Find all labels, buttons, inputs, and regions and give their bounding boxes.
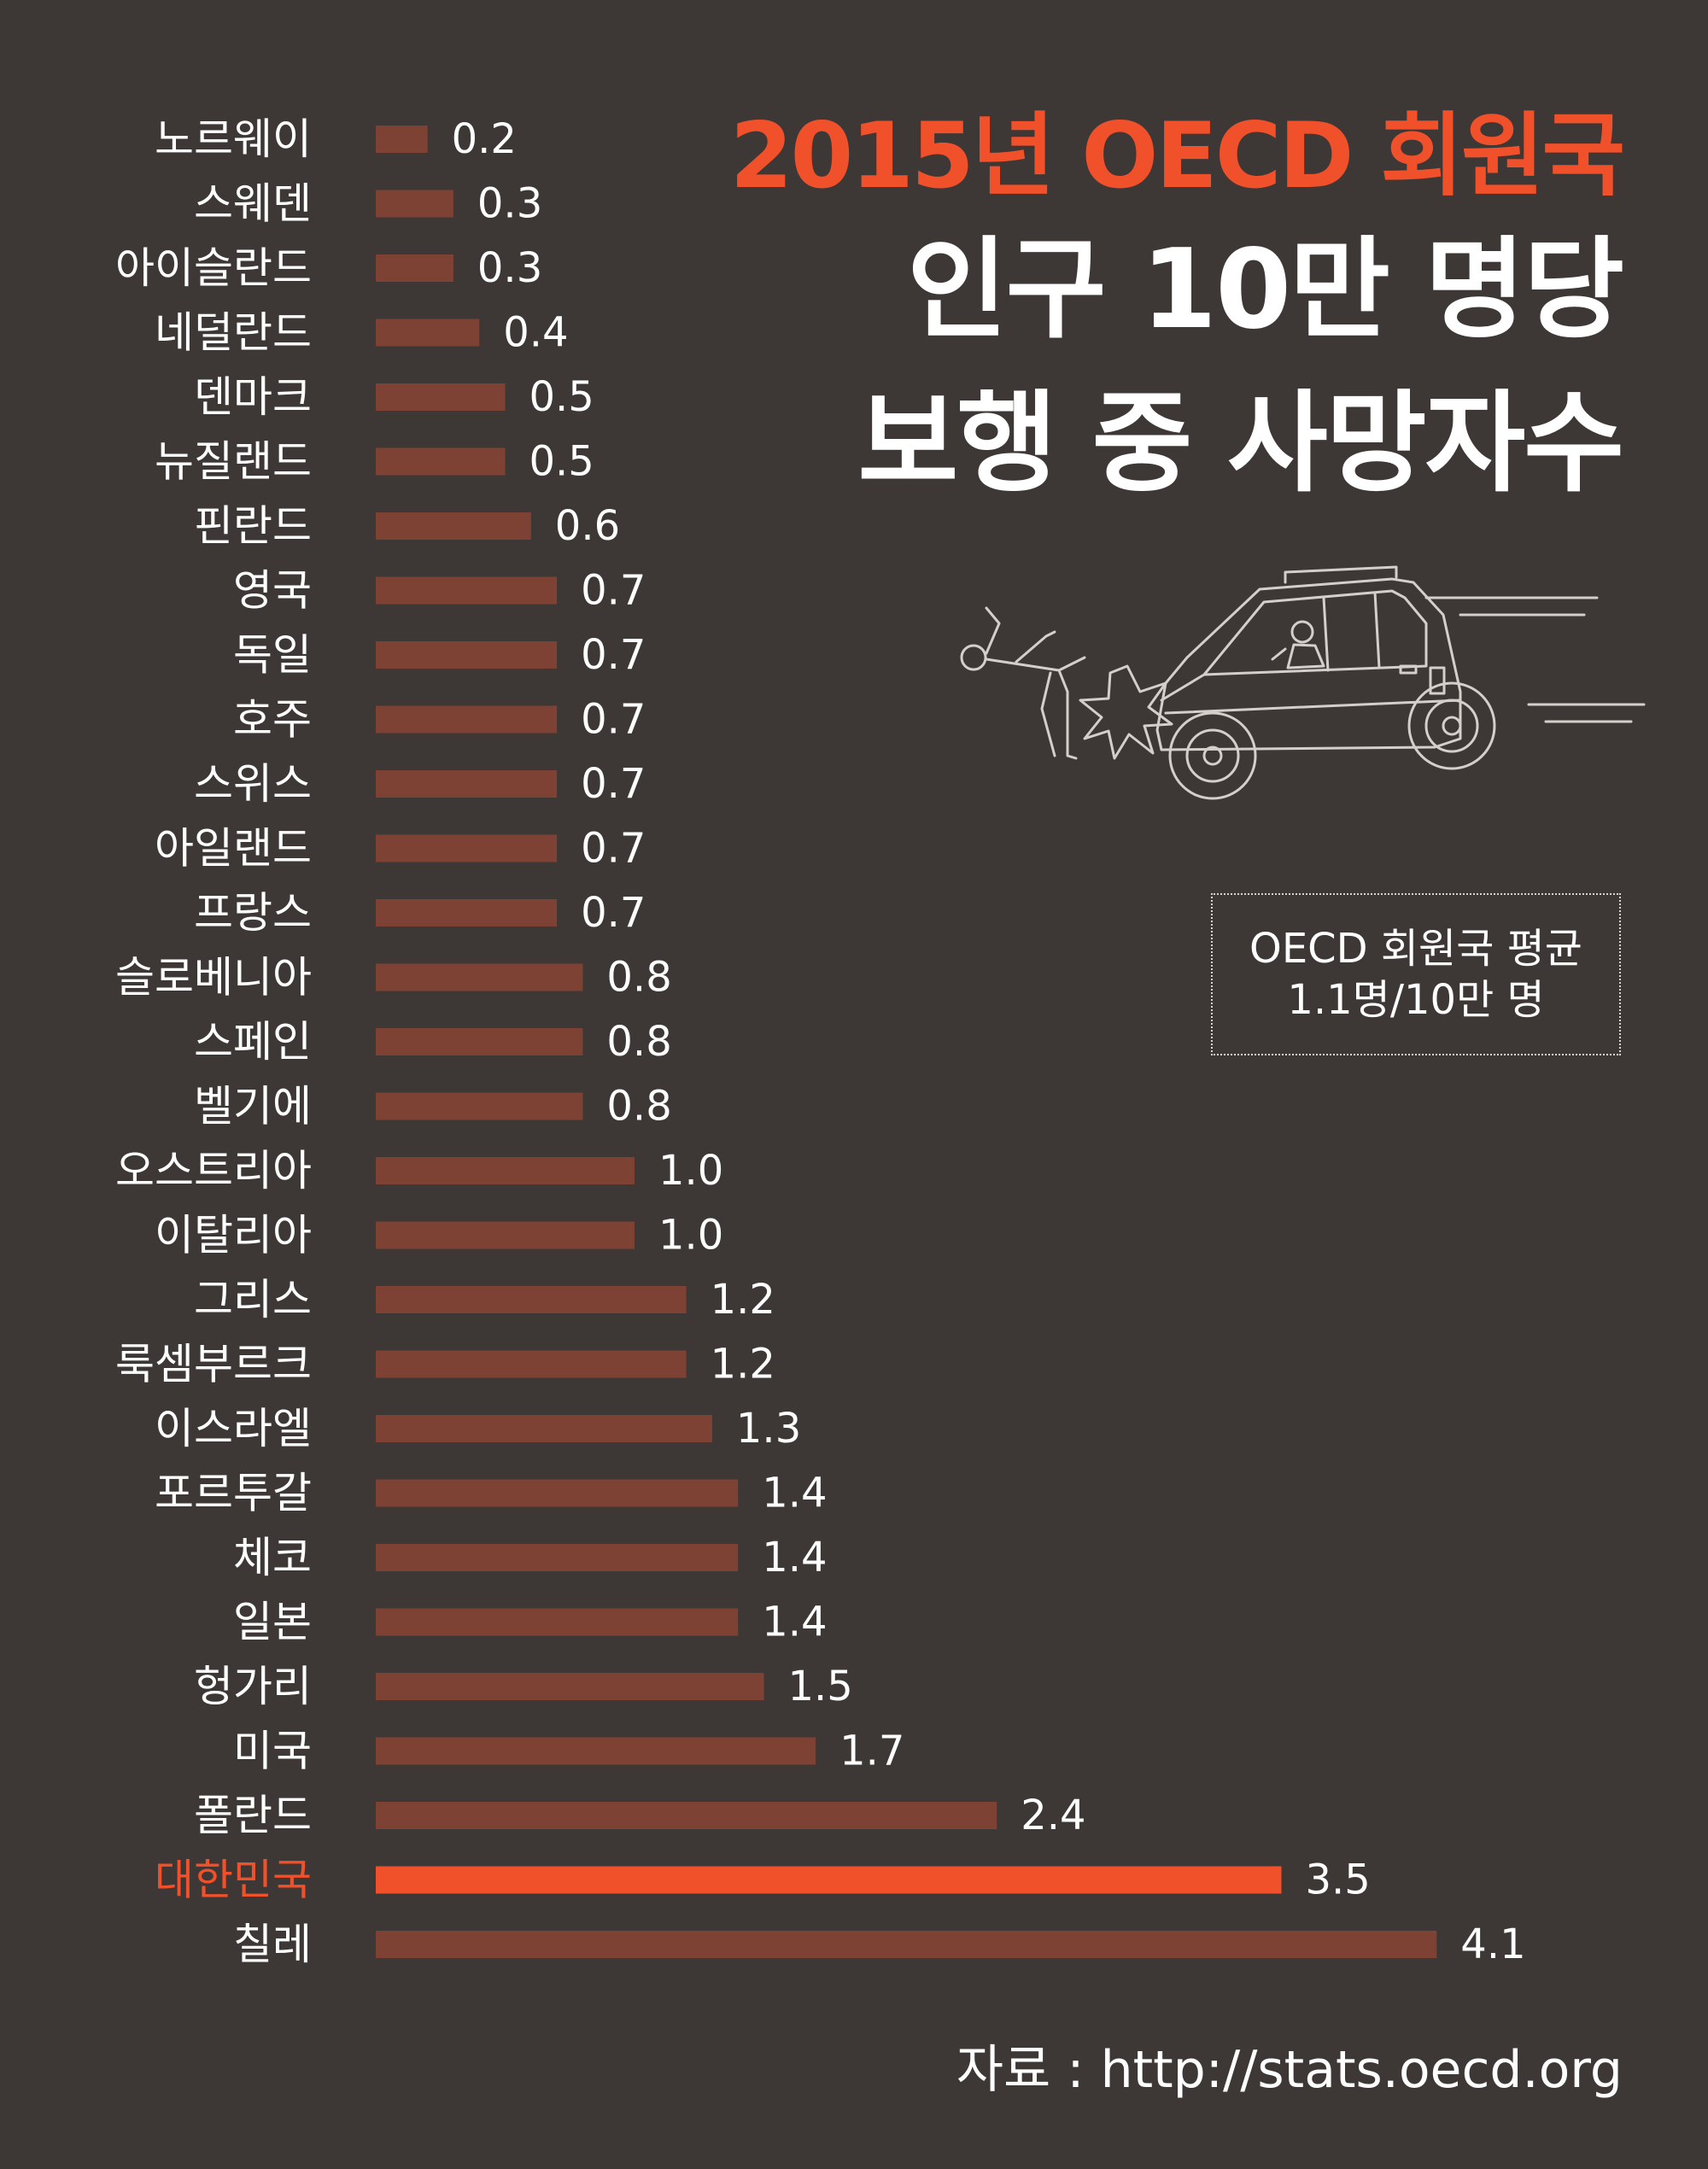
category-label: 미국 — [233, 1727, 312, 1776]
bar — [376, 1092, 583, 1120]
value-label: 0.3 — [477, 180, 542, 228]
bar — [376, 512, 531, 540]
bar — [376, 190, 453, 218]
category-label: 이탈리아 — [155, 1211, 312, 1260]
value-label: 0.5 — [529, 438, 594, 486]
value-label: 1.0 — [658, 1147, 723, 1195]
bar — [376, 1350, 687, 1378]
category-label: 폴란드 — [194, 1791, 312, 1840]
bar — [376, 447, 506, 476]
chart-title-line2: 인구 10만 명당 — [906, 226, 1624, 354]
category-label: 체코 — [233, 1533, 312, 1582]
value-label: 0.6 — [555, 502, 620, 550]
bar — [376, 1415, 712, 1442]
category-label: 네덜란드 — [155, 308, 312, 358]
category-label: 슬로베니아 — [115, 953, 312, 1003]
bar — [376, 963, 583, 991]
chart-title-line3: 보행 중 사망자수 — [857, 380, 1624, 507]
value-label: 0.3 — [477, 244, 542, 292]
value-label: 1.5 — [788, 1663, 853, 1710]
bar — [376, 1544, 739, 1571]
category-label: 아이슬란드 — [115, 243, 312, 293]
oecd-average-box: OECD 회원국 평균 1.1명/10만 명 — [1211, 893, 1621, 1055]
value-label: 0.7 — [581, 760, 646, 808]
category-label: 덴마크 — [194, 372, 312, 422]
category-label: 호주 — [233, 695, 312, 745]
oecd-average-value: 1.1명/10만 명 — [1287, 976, 1545, 1024]
value-label: 0.7 — [581, 825, 646, 873]
bar — [376, 1479, 739, 1507]
bar — [376, 834, 558, 862]
oecd-average-label: OECD 회원국 평균 — [1249, 925, 1582, 973]
value-label: 0.8 — [606, 1083, 671, 1131]
category-label: 스페인 — [194, 1017, 312, 1067]
value-label: 1.4 — [762, 1470, 827, 1517]
value-label: 1.2 — [711, 1276, 775, 1324]
category-label: 스위스 — [194, 759, 312, 809]
category-label: 벨기에 — [194, 1082, 312, 1131]
source-note: 자료 : http://stats.oecd.org — [956, 2040, 1623, 2100]
value-label: 1.0 — [658, 1212, 723, 1260]
bar — [376, 705, 558, 734]
chart-title-line1: 2015년 OECD 회원국 — [729, 103, 1625, 208]
category-label: 독일 — [233, 630, 312, 680]
category-label: 포르투갈 — [155, 1469, 312, 1518]
category-label: 룩셈부르크 — [115, 1340, 312, 1389]
bar — [376, 1028, 583, 1055]
bar — [376, 126, 428, 153]
category-label: 그리스 — [194, 1275, 312, 1324]
bar — [376, 770, 558, 798]
category-label: 프랑스 — [194, 888, 312, 938]
category-label: 뉴질랜드 — [155, 437, 312, 487]
category-label: 헝가리 — [194, 1662, 312, 1711]
value-label: 3.5 — [1306, 1856, 1371, 1904]
category-label: 이스라엘 — [155, 1404, 312, 1453]
bar — [376, 1931, 1437, 1958]
bar — [376, 383, 506, 411]
bar — [376, 1673, 764, 1700]
category-label: 대한민국 — [155, 1856, 312, 1905]
value-label: 4.1 — [1460, 1921, 1525, 1968]
category-label: 스웨덴 — [194, 179, 312, 229]
bar — [376, 1221, 635, 1249]
category-label: 노르웨이 — [155, 114, 312, 164]
value-label: 1.7 — [839, 1728, 904, 1775]
value-label: 1.4 — [762, 1599, 827, 1646]
value-label: 1.3 — [736, 1405, 801, 1453]
value-label: 0.7 — [581, 696, 646, 744]
bar — [376, 576, 558, 605]
value-label: 0.2 — [452, 115, 517, 163]
bar — [376, 1737, 816, 1765]
value-label: 1.2 — [711, 1341, 775, 1389]
pedestrian-hit-by-car-illustration — [960, 565, 1646, 800]
bar — [376, 319, 480, 347]
category-label: 핀란드 — [194, 501, 312, 551]
value-label: 0.7 — [581, 567, 646, 615]
value-label: 0.5 — [529, 373, 594, 421]
value-label: 0.7 — [581, 889, 646, 937]
bar — [376, 899, 558, 927]
bar — [376, 1802, 997, 1829]
category-label: 칠레 — [233, 1920, 312, 1969]
category-label: 영국 — [233, 566, 312, 616]
value-label: 2.4 — [1021, 1792, 1085, 1839]
bar — [376, 1608, 739, 1636]
bar — [376, 1157, 635, 1184]
bar — [376, 1866, 1282, 1894]
value-label: 0.8 — [606, 1018, 671, 1066]
category-label: 오스트리아 — [115, 1146, 312, 1196]
bar — [376, 254, 453, 282]
value-label: 0.7 — [581, 631, 646, 679]
category-label: 일본 — [233, 1598, 312, 1647]
category-label: 아일랜드 — [155, 824, 312, 874]
bar — [376, 1286, 687, 1313]
value-label: 1.4 — [762, 1534, 827, 1581]
bar — [376, 641, 558, 669]
value-label: 0.4 — [503, 309, 568, 357]
value-label: 0.8 — [606, 954, 671, 1002]
